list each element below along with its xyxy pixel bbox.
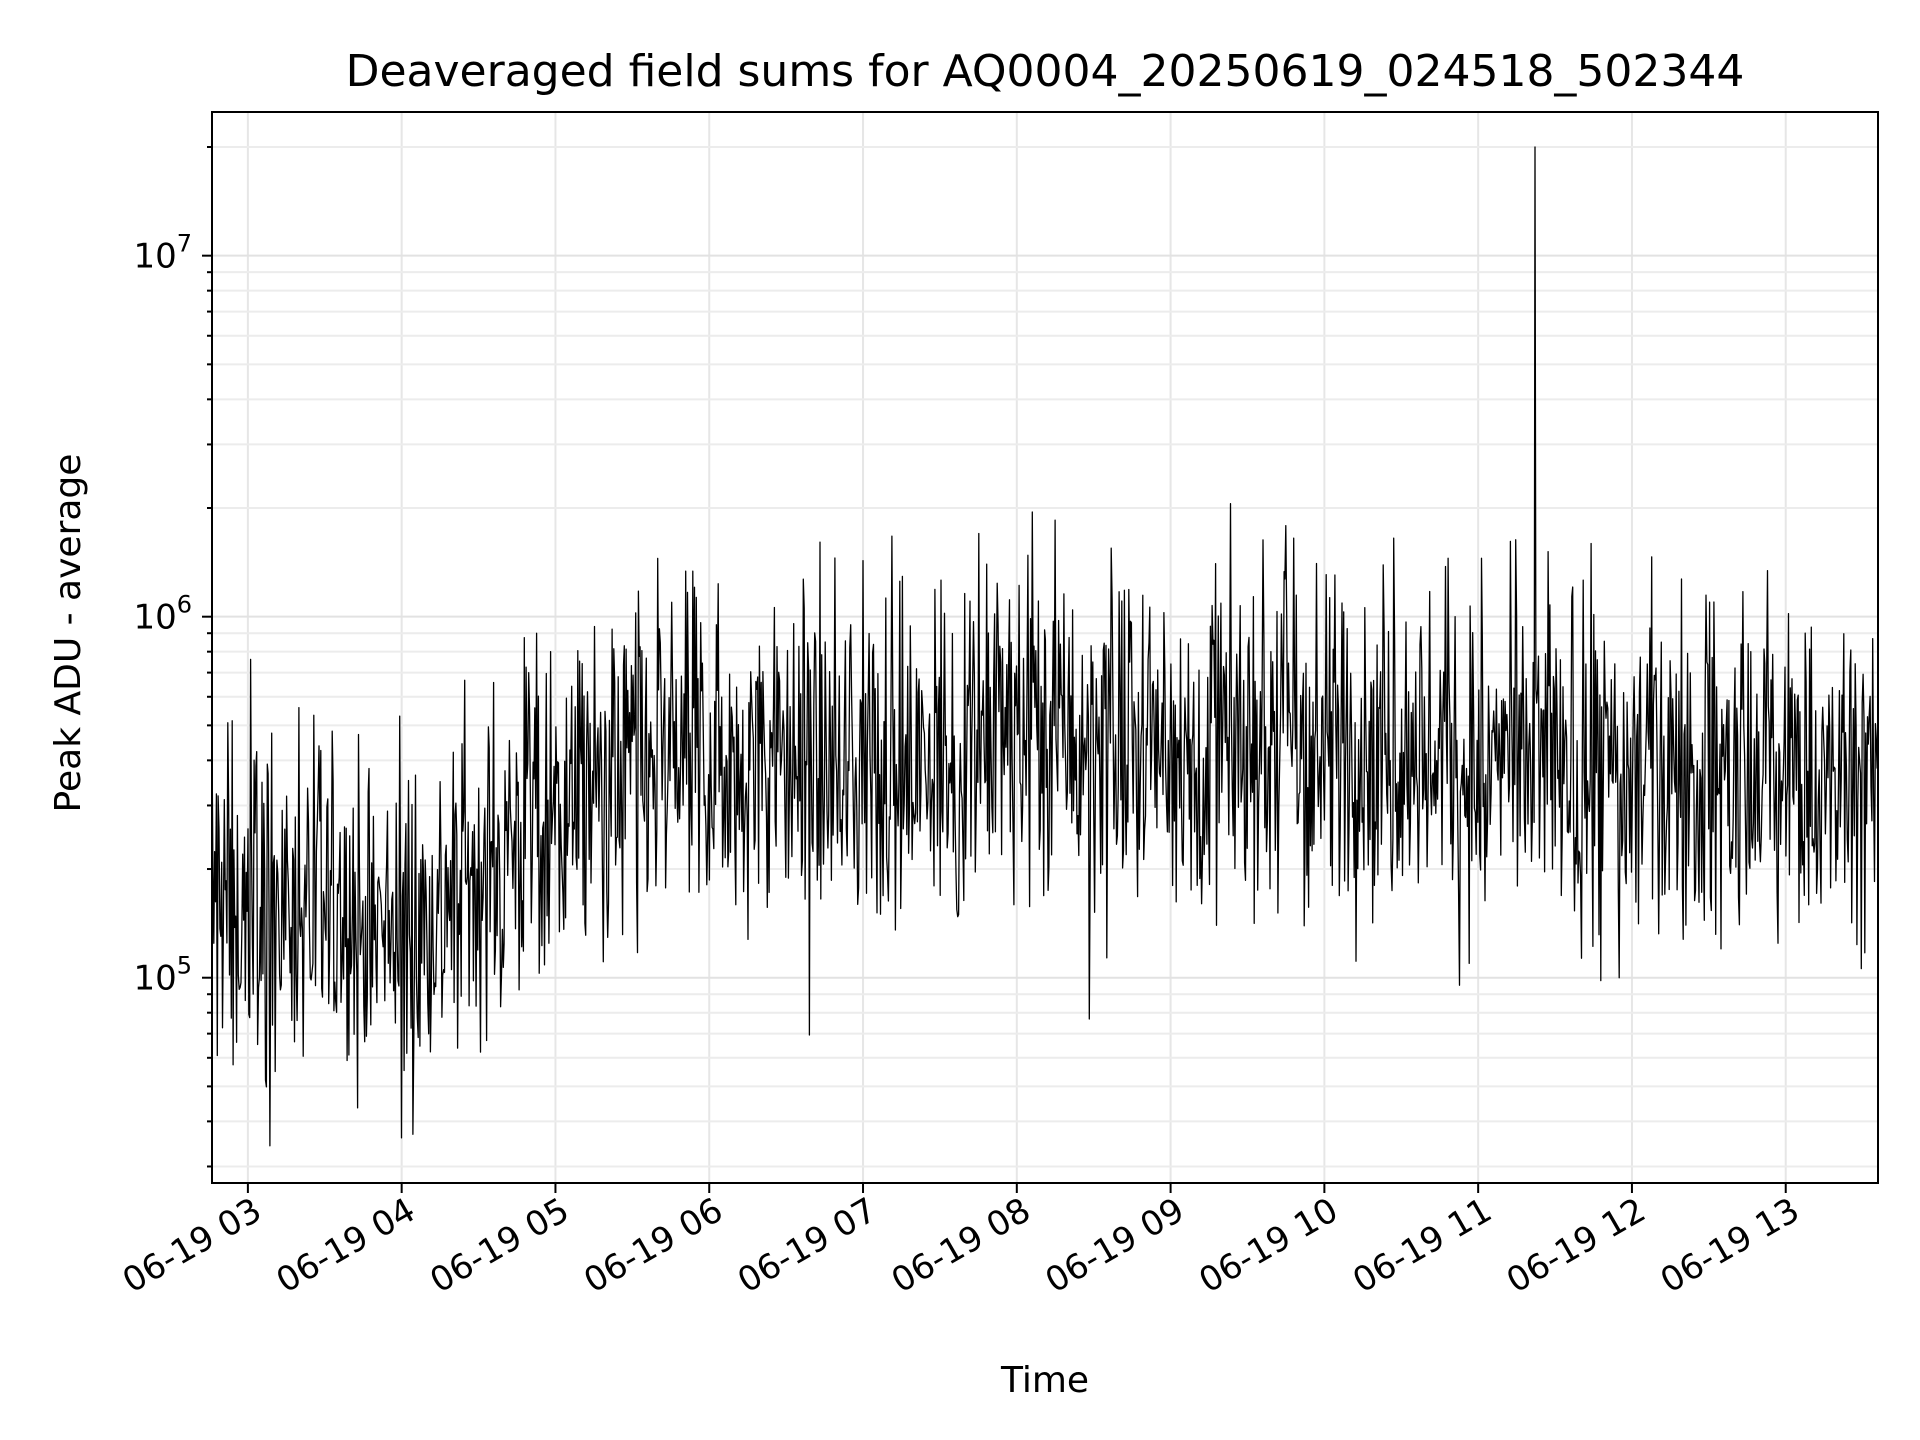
y-tick-label: 106	[133, 591, 192, 638]
y-axis: 105 106 107	[133, 145, 212, 1168]
series-line	[211, 146, 1879, 1147]
y-tick-label: 105	[133, 952, 192, 999]
plot-area	[211, 146, 1879, 1147]
y-tick-label: 107	[133, 230, 192, 277]
y-axis-label: Peak ADU - average	[48, 454, 89, 813]
chart-title: Deaveraged field sums for AQ0004_2025061…	[346, 46, 1745, 97]
x-axis-label: Time	[1000, 1360, 1089, 1401]
plot-frame	[211, 111, 1879, 1184]
